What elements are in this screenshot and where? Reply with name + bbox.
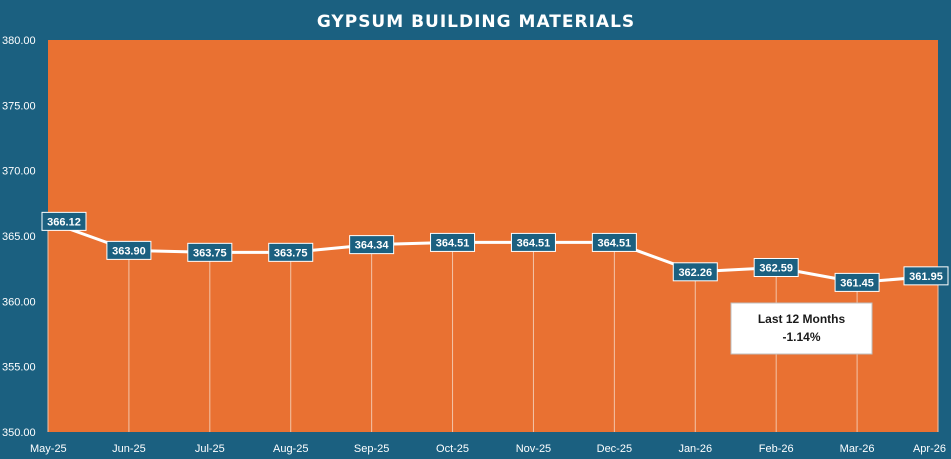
y-tick-label: 350.00 <box>2 427 36 439</box>
x-tick-label: Mar-26 <box>840 443 875 455</box>
data-label: 361.95 <box>909 271 943 283</box>
data-label-box <box>834 272 880 292</box>
data-label: 364.51 <box>598 237 632 249</box>
data-label-box <box>753 257 799 277</box>
data-label: 363.90 <box>112 245 146 257</box>
data-label: 364.34 <box>355 240 390 252</box>
y-tick-label: 370.00 <box>2 166 36 178</box>
plot-area <box>48 40 938 432</box>
data-label-box <box>591 232 637 252</box>
data-label: 366.12 <box>47 216 81 228</box>
y-axis: 350.00 355.00 360.00 365.00 370.00 375.00 380.… <box>2 35 36 439</box>
y-tick-label: 380.00 <box>2 35 36 47</box>
x-tick-label: Sep-25 <box>354 443 389 455</box>
data-labels: 366.12 363.90 363.75 363.75 364.34 364.51 364.… <box>41 211 949 292</box>
data-label-box <box>430 232 476 252</box>
data-label: 361.45 <box>840 277 874 289</box>
annotation-background <box>730 302 873 355</box>
data-label-box <box>268 242 314 262</box>
data-label-box <box>672 262 718 282</box>
annotation-box: Last 12 Months -1.14% <box>730 302 873 355</box>
x-tick-label: Feb-26 <box>759 443 794 455</box>
data-label: 364.51 <box>436 237 470 249</box>
x-tick-label: Jun-25 <box>112 443 146 455</box>
chart-title: GYPSUM BUILDING MATERIALS <box>317 12 635 32</box>
data-label-box <box>903 266 949 286</box>
data-label: 362.59 <box>759 262 793 274</box>
x-axis: May-25 Jun-25 Jul-25 Aug-25 Sep-25 Oct-25 Nov-… <box>30 443 946 455</box>
data-label: 363.75 <box>274 247 308 259</box>
data-label: 362.26 <box>678 267 712 279</box>
data-label: 364.51 <box>517 237 551 249</box>
x-tick-label: Jul-25 <box>195 443 225 455</box>
x-tick-label: Nov-25 <box>516 443 551 455</box>
y-tick-label: 360.00 <box>2 296 36 308</box>
data-label-box <box>106 240 152 260</box>
y-tick-label: 365.00 <box>2 231 36 243</box>
data-label: 363.75 <box>193 247 227 259</box>
x-tick-label: Aug-25 <box>273 443 308 455</box>
annotation-line-1: Last 12 Months <box>758 312 846 326</box>
x-tick-label: May-25 <box>30 443 67 455</box>
data-label-box <box>187 242 233 262</box>
data-label-box <box>349 235 395 255</box>
y-tick-label: 355.00 <box>2 362 36 374</box>
data-label-box <box>41 211 87 231</box>
annotation-line-2: -1.14% <box>782 330 820 344</box>
x-tick-label: Oct-25 <box>436 443 469 455</box>
x-tick-label: Apr-26 <box>913 443 946 455</box>
x-tick-label: Jan-26 <box>678 443 712 455</box>
y-tick-label: 375.00 <box>2 100 36 112</box>
data-label-box <box>510 232 556 252</box>
x-tick-label: Dec-25 <box>597 443 632 455</box>
